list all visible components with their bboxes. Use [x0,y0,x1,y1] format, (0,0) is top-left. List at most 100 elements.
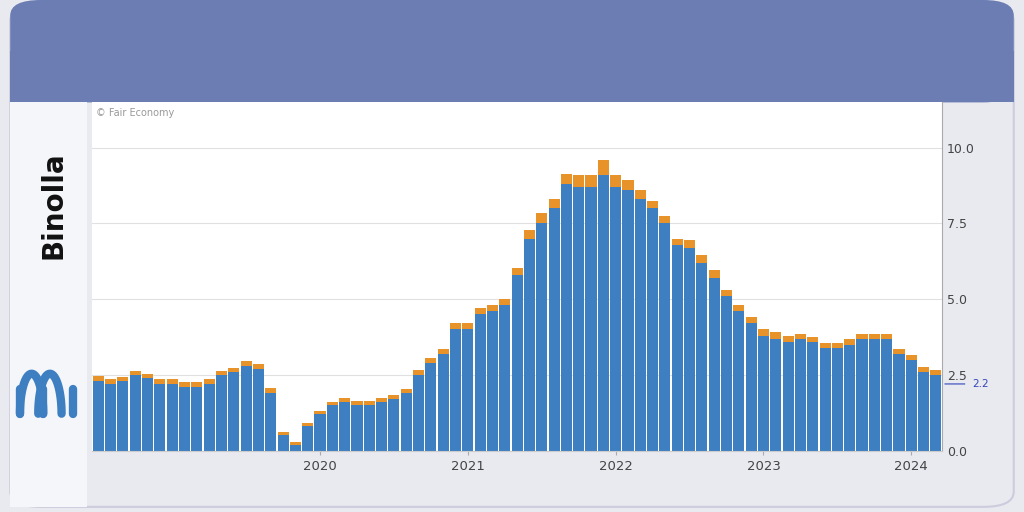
Bar [623,190,634,451]
Bar [931,375,941,451]
Bar [327,405,338,451]
FancyBboxPatch shape [10,0,1014,102]
Bar [204,384,215,451]
Bar [696,263,708,451]
Bar [919,367,929,372]
Bar [450,324,461,329]
Bar [253,364,264,369]
Bar [819,343,830,348]
Bar [228,372,240,451]
Bar [364,400,375,405]
Bar [290,444,301,451]
Bar [844,345,855,451]
Bar [462,329,473,451]
Bar [868,334,880,338]
Bar [364,405,375,451]
Bar [179,382,190,387]
Bar [893,349,904,354]
Bar [155,384,166,451]
Bar [610,187,622,451]
Bar [512,275,522,451]
Bar [118,377,128,381]
Bar [524,229,535,239]
Text: Binolla: Binolla [39,151,68,259]
Bar [167,379,178,384]
Bar [339,398,350,402]
Bar [758,329,769,335]
Bar [844,338,855,345]
Bar [598,160,609,175]
Bar [228,368,240,372]
Bar [831,343,843,348]
Bar [314,414,326,451]
Bar [709,270,720,278]
Bar [647,208,658,451]
Bar [204,379,215,384]
Bar [549,199,559,208]
Bar [155,379,166,384]
Bar [475,308,485,314]
Bar [770,332,781,338]
Bar [709,278,720,451]
Bar [93,381,103,451]
Bar [807,337,818,342]
Bar [167,384,178,451]
Bar [856,338,867,451]
Bar [549,208,559,451]
Bar [537,224,547,451]
Bar [770,338,781,451]
Bar [105,384,116,451]
Bar [598,175,609,451]
Bar [524,239,535,451]
Bar [795,338,806,451]
Bar [413,375,424,451]
Bar [721,296,732,451]
Bar [388,399,399,451]
Bar [745,317,757,324]
Bar [191,387,203,451]
Bar [807,342,818,451]
Bar [647,201,658,208]
Bar [216,371,227,375]
Bar [400,393,412,451]
Bar [758,335,769,451]
Bar [733,305,744,311]
Bar [290,442,301,444]
Bar [425,358,436,363]
Bar [302,423,313,426]
Bar [795,334,806,338]
Bar [216,375,227,451]
Bar [253,369,264,451]
Bar [573,187,585,451]
Bar [721,290,732,296]
Bar [450,329,461,451]
Bar [339,402,350,451]
Bar [659,224,671,451]
Bar [586,187,597,451]
Bar [684,248,695,451]
Bar [586,175,597,187]
Bar [302,426,313,451]
Bar [672,239,683,245]
Bar [241,361,252,366]
Bar [893,354,904,451]
Bar [437,349,449,354]
Bar [351,400,362,405]
Bar [179,387,190,451]
Bar [475,314,485,451]
Bar [130,371,141,375]
Bar [487,305,498,311]
Bar [782,335,794,342]
Bar [10,51,1014,102]
Text: © Fair Economy: © Fair Economy [96,108,175,118]
Bar [635,199,646,451]
Bar [500,298,510,305]
Bar [327,401,338,405]
Bar [684,240,695,248]
Bar [610,175,622,187]
Bar [376,402,387,451]
Bar [278,435,289,451]
Bar [782,342,794,451]
Bar [400,390,412,393]
Bar [265,389,276,393]
